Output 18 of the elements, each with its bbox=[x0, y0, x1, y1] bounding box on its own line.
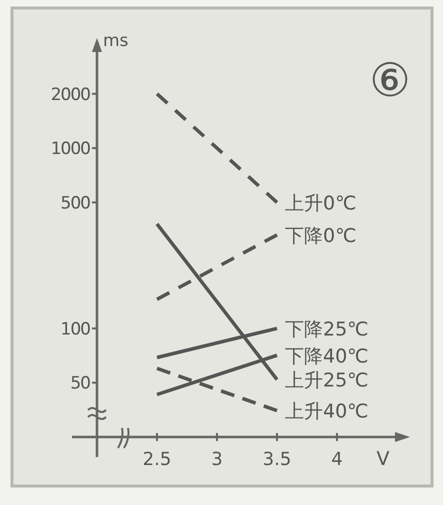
x-tick-label: 3 bbox=[211, 449, 223, 470]
series-label: 上升0℃ bbox=[285, 192, 356, 214]
x-axis-title: V bbox=[376, 448, 390, 470]
y-tick-label: 50 bbox=[70, 374, 90, 394]
series-label: 上升25℃ bbox=[285, 370, 369, 392]
y-tick-label: 100 bbox=[60, 319, 90, 340]
y-axis-title: ms bbox=[103, 31, 129, 51]
series-label: 下降40℃ bbox=[285, 345, 369, 368]
annotation: ⑥ bbox=[369, 53, 411, 107]
x-tick-label: 3.5 bbox=[262, 449, 292, 470]
x-tick-label: 4 bbox=[331, 449, 343, 470]
series-label: 下降25℃ bbox=[285, 318, 369, 340]
series-label: 下降0℃ bbox=[285, 224, 356, 247]
y-tick-label: 2000 bbox=[50, 84, 90, 105]
x-tick-label: 2.5 bbox=[142, 449, 172, 470]
y-tick-label: 500 bbox=[60, 193, 90, 214]
series-label: 上升40℃ bbox=[285, 400, 369, 423]
y-tick-label: 1000 bbox=[50, 139, 90, 160]
